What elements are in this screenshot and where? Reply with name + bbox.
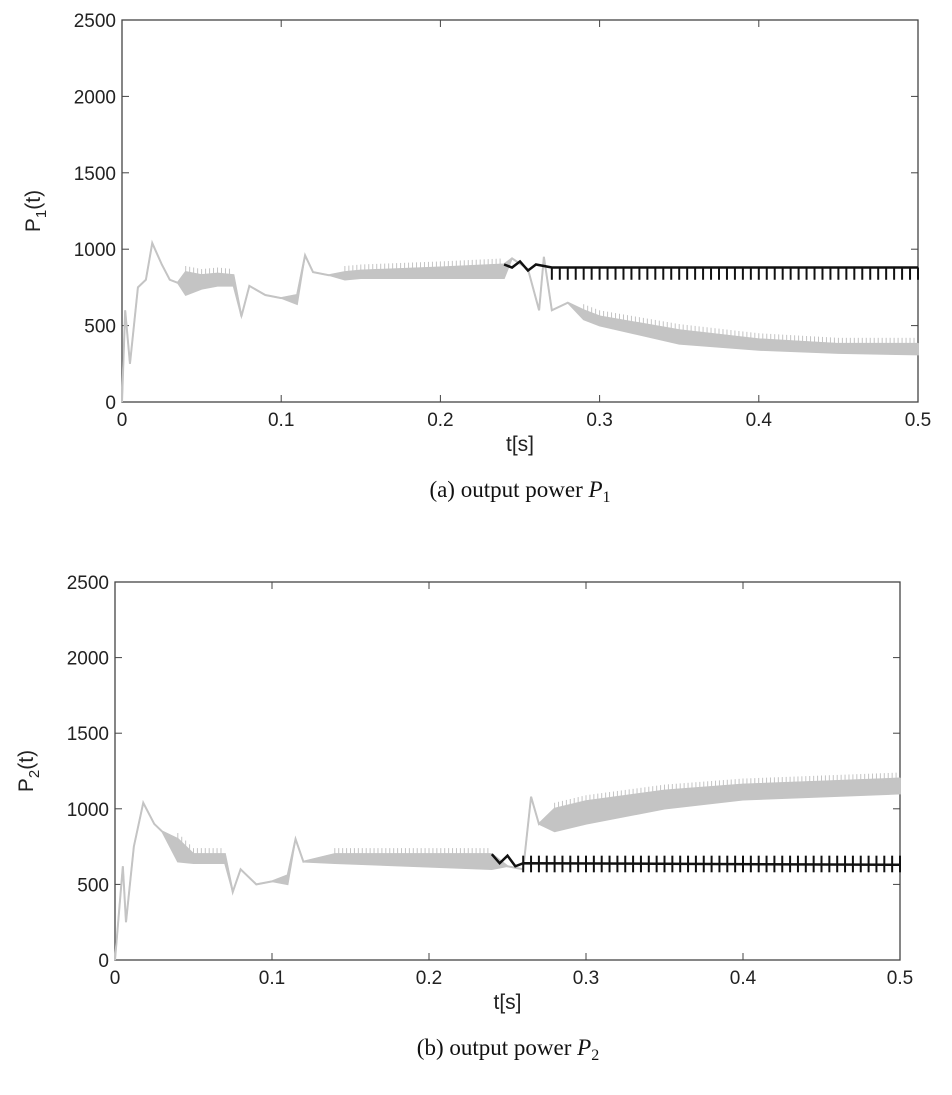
axes-box	[121, 19, 919, 403]
y-tick-label: 500	[77, 875, 109, 896]
caption: (b) output power P2	[417, 1035, 599, 1064]
chart-panel-2: 0 0.1 0.2 0.3 0.4 0.5 0 500 1000 1500 2000 2500 t[s]…	[15, 573, 913, 1064]
x-tick-label: 0.2	[427, 410, 453, 431]
y-tick-label: 0	[105, 393, 116, 414]
y-axis-label: P1(t)	[22, 190, 50, 232]
y-tick-label: 2000	[67, 649, 109, 670]
x-tick-label: 0.2	[416, 968, 442, 989]
x-tick-label: 0	[117, 410, 128, 431]
x-tick-label: 0.4	[730, 968, 757, 989]
y-axis-label: P2(t)	[15, 750, 43, 792]
x-tick-label: 0	[110, 968, 121, 989]
y-tick-label: 1500	[67, 724, 109, 745]
x-tick-label: 0.3	[586, 410, 612, 431]
x-axis-label: t[s]	[506, 433, 534, 456]
x-tick-label: 0.1	[268, 410, 294, 431]
x-tick-label: 0.3	[573, 968, 599, 989]
x-tick-label: 0.1	[259, 968, 285, 989]
gray-series-line	[121, 239, 918, 403]
gray-series-line	[114, 777, 901, 961]
x-tick-label: 0.5	[905, 410, 931, 431]
chart-panel-1: 0 0.1 0.2 0.3 0.4 0.5 0 500 1000 1500 2000 2500 t[s]…	[22, 11, 931, 506]
y-tick-label: 0	[98, 951, 109, 972]
y-tick-label: 2500	[67, 573, 109, 594]
y-tick-label: 1000	[67, 800, 109, 821]
x-tick-label: 0.4	[746, 410, 773, 431]
y-tick-label: 1000	[74, 240, 116, 261]
x-tick-label: 0.5	[887, 968, 913, 989]
y-tick-label: 2000	[74, 87, 116, 108]
caption: (a) output power P1	[429, 477, 610, 506]
axes-box	[114, 581, 901, 961]
y-tick-label: 2500	[74, 11, 116, 32]
y-tick-label: 500	[84, 317, 116, 338]
y-tick-label: 1500	[74, 164, 116, 185]
x-axis-label: t[s]	[493, 991, 521, 1014]
